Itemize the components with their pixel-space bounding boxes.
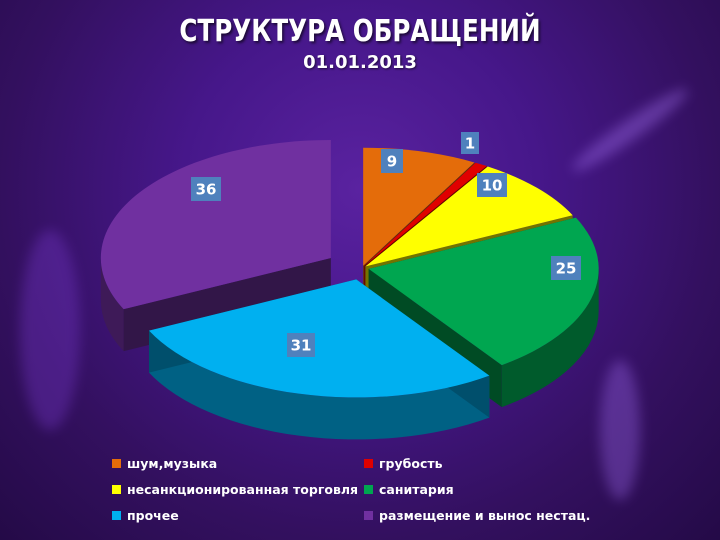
pie-slice-side [501, 268, 599, 408]
data-label-box [191, 177, 221, 201]
legend-swatch [112, 511, 121, 520]
legend-item: грубость [364, 456, 443, 471]
legend-swatch [364, 485, 373, 494]
legend-item: размещение и вынос нестац. [364, 508, 590, 523]
pie-slice [149, 279, 490, 440]
legend-swatch [112, 485, 121, 494]
pie-slice-top [100, 139, 331, 310]
pie-slice-top [363, 147, 475, 266]
legend-swatch [364, 459, 373, 468]
pie-slice-side [149, 330, 490, 440]
legend-item: санитария [364, 482, 454, 497]
data-label-box [461, 132, 479, 154]
legend-item: шум,музыка [112, 456, 217, 471]
legend-item: несанкционированная торговля [112, 482, 358, 497]
chart-title: СТРУКТУРА ОБРАЩЕНИЙ [179, 14, 541, 49]
data-label-box [551, 256, 581, 280]
data-label: 9 [381, 149, 403, 173]
data-label: 25 [551, 256, 581, 280]
legend-swatch [112, 459, 121, 468]
data-label-text: 9 [387, 153, 397, 171]
background-streak [600, 360, 640, 500]
data-label-box [381, 149, 403, 173]
chart-subtitle: 01.01.2013 [303, 52, 417, 73]
data-label-text: 25 [556, 260, 577, 278]
background-streak [20, 230, 80, 430]
data-label: 31 [287, 333, 315, 357]
legend-label: прочее [127, 508, 179, 523]
data-label-box [477, 173, 507, 197]
data-label-text: 36 [196, 181, 217, 199]
pie-slice-top [365, 166, 573, 267]
legend-label: шум,музыка [127, 456, 218, 471]
data-label: 10 [477, 173, 507, 197]
data-label: 36 [191, 177, 221, 201]
data-label-text: 1 [465, 135, 475, 153]
legend-swatch [364, 511, 373, 520]
data-label-box [287, 333, 315, 357]
chart-legend: шум,музыка грубость несанкционированная то… [112, 450, 632, 530]
pie-slice-top [149, 279, 490, 398]
legend-label: грубость [379, 456, 443, 471]
pie-slice-top [368, 217, 599, 366]
legend-label: несанкционированная торговля [127, 482, 359, 497]
pie-slice-side [100, 257, 124, 352]
pie-slice-top [364, 162, 487, 266]
legend-label: санитария [379, 482, 454, 497]
legend-label: размещение и вынос нестац. [379, 508, 591, 523]
data-label-text: 31 [291, 337, 312, 355]
data-label-text: 10 [482, 177, 503, 195]
legend-item: прочее [112, 508, 179, 523]
data-label: 1 [461, 132, 479, 154]
